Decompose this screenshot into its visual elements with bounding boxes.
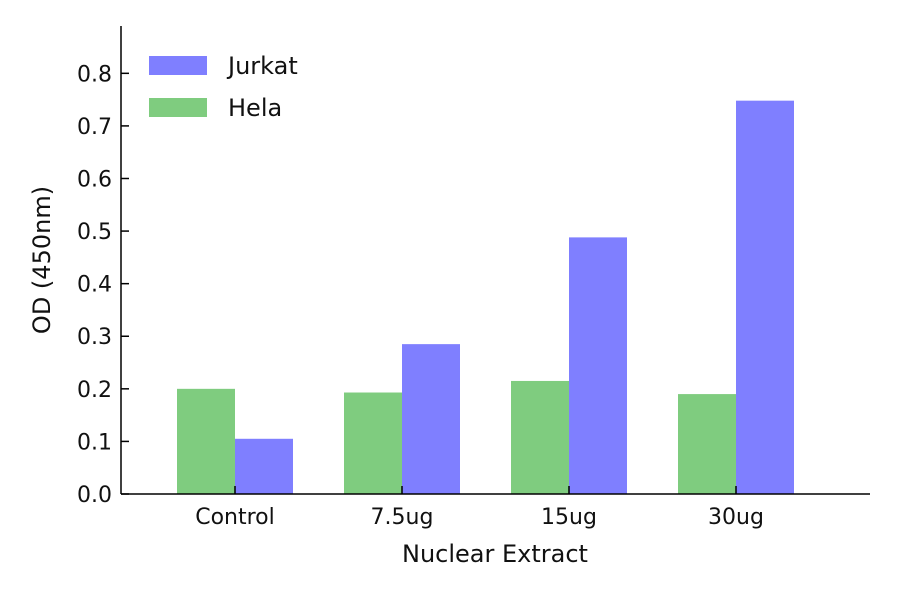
y-tick-label: 0.0 (77, 483, 112, 508)
y-tick-label: 0.6 (77, 167, 112, 192)
y-axis-title: OD (450nm) (28, 186, 56, 334)
bar-hela-15ug (511, 380, 569, 494)
x-tick-label: 7.5ug (371, 505, 434, 530)
y-tick-label: 0.7 (77, 115, 112, 140)
bar-hela-30ug (678, 394, 736, 494)
y-ticks-group: 0.0 0.1 0.2 0.3 0.4 0.5 0.6 0.7 0.8 (77, 62, 129, 508)
y-tick-label: 0.4 (77, 273, 112, 298)
y-tick-label: 0.8 (77, 62, 112, 87)
y-tick-label: 0.3 (77, 325, 112, 350)
bar-hela-7-5ug (344, 392, 402, 494)
bar-jurkat-7-5ug (402, 344, 460, 494)
x-tick-label: 15ug (541, 505, 597, 530)
legend-swatch-jurkat (149, 56, 207, 75)
bar-jurkat-15ug (569, 237, 627, 494)
bars-group (177, 100, 794, 494)
x-axis-title: Nuclear Extract (402, 540, 588, 568)
y-tick-label: 0.2 (77, 378, 112, 403)
legend: Jurkat Hela (149, 52, 298, 122)
bar-jurkat-control (235, 438, 293, 494)
x-ticks-group: Control 7.5ug 15ug 30ug (195, 486, 764, 530)
bar-jurkat-30ug (736, 100, 794, 494)
x-tick-label: Control (195, 505, 275, 530)
x-tick-label: 30ug (708, 505, 764, 530)
y-tick-label: 0.1 (77, 430, 112, 455)
y-tick-label: 0.5 (77, 220, 112, 245)
legend-label-hela: Hela (228, 94, 282, 122)
legend-label-jurkat: Jurkat (226, 52, 298, 80)
legend-swatch-hela (149, 98, 207, 117)
bar-hela-control (177, 388, 235, 494)
